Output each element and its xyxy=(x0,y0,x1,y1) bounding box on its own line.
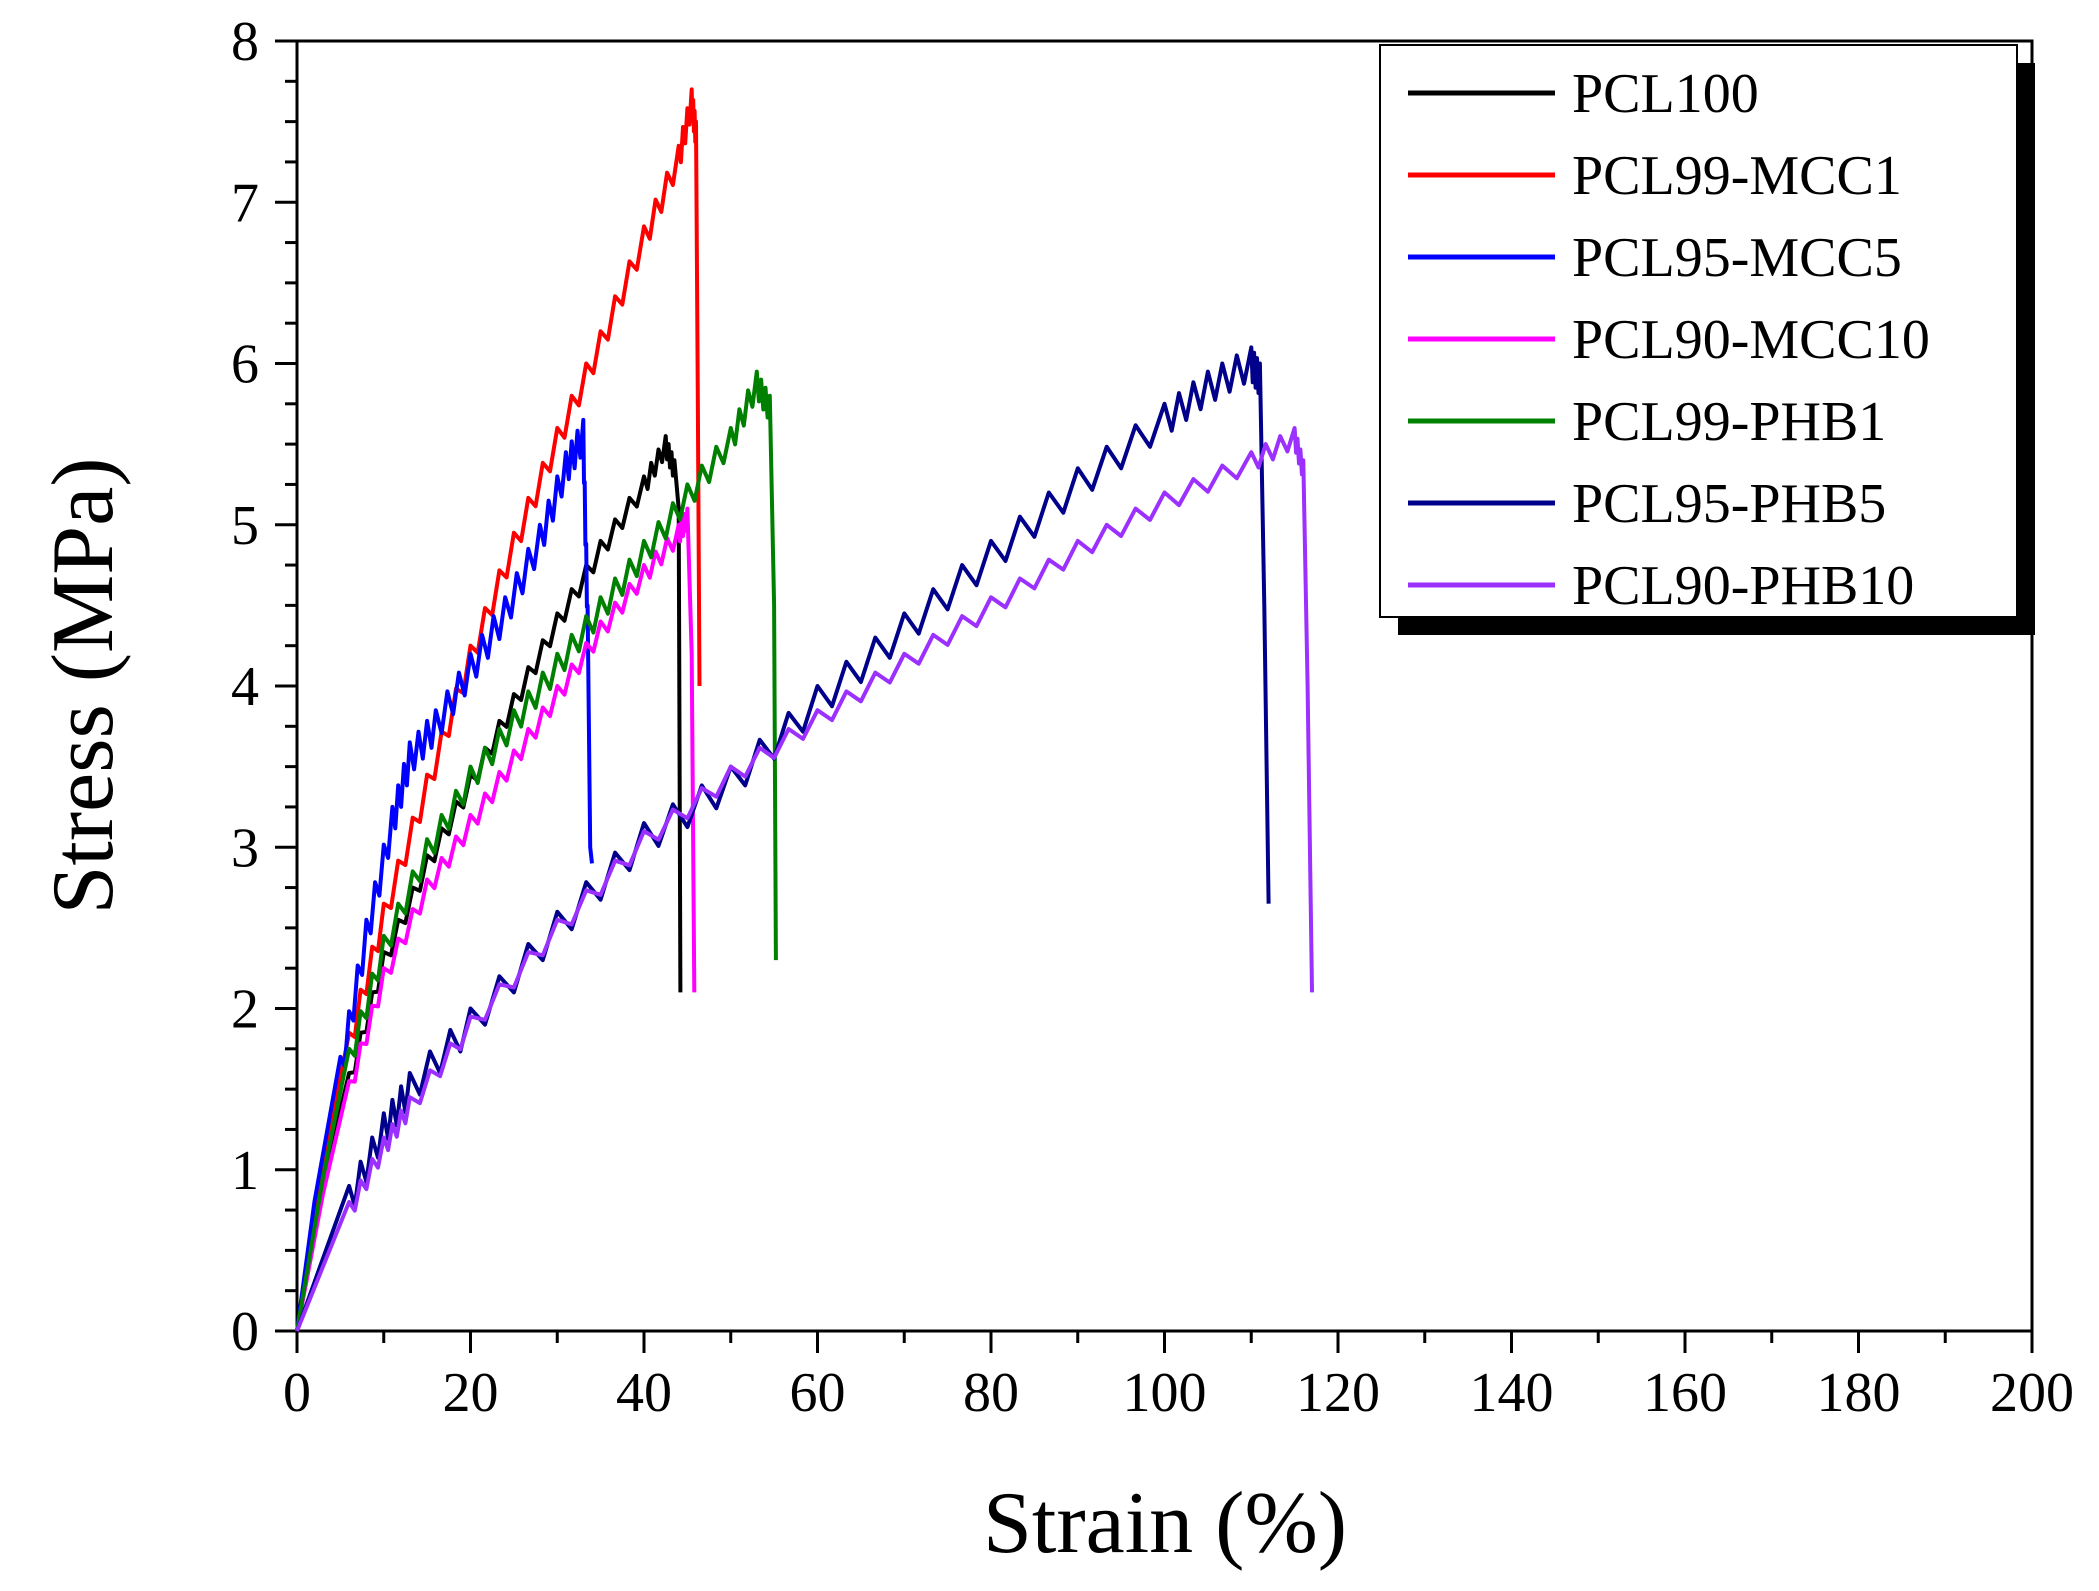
legend-label: PCL100 xyxy=(1572,63,1759,125)
y-axis-title: Stress (MPa) xyxy=(35,457,132,914)
x-tick-label: 20 xyxy=(443,1362,499,1424)
series-line-pcl90-mcc10 xyxy=(295,506,697,1332)
legend-label: PCL95-PHB5 xyxy=(1572,473,1886,535)
x-tick-label: 40 xyxy=(616,1362,672,1424)
y-tick-label: 1 xyxy=(231,1140,259,1202)
legend-label: PCL99-MCC1 xyxy=(1572,145,1902,207)
series-line-pcl99-phb1 xyxy=(295,369,778,1332)
x-tick-label: 60 xyxy=(790,1362,846,1424)
series-line-pcl95-mcc5 xyxy=(295,417,594,1332)
y-tick-label: 2 xyxy=(231,979,259,1041)
x-tick-label: 80 xyxy=(963,1362,1019,1424)
y-tick-label: 3 xyxy=(231,817,259,879)
axis-ticks: 0 20 40 60 80 100 120 140 160 180 200 0 1 2 3 4 5 6 7 8 xyxy=(231,11,2074,1424)
y-tick-label: 4 xyxy=(231,656,259,718)
series-line-pcl90-phb10 xyxy=(295,426,1314,1332)
y-tick-label: 5 xyxy=(231,495,259,557)
x-tick-label: 160 xyxy=(1643,1362,1727,1424)
x-tick-label: 0 xyxy=(283,1362,311,1424)
series-line-pcl99-mcc1 xyxy=(295,87,702,1332)
legend-label: PCL99-PHB1 xyxy=(1572,391,1886,453)
legend-items: PCL100 PCL99-MCC1 PCL95-MCC5 PCL90-MCC10 PCL… xyxy=(1408,63,1930,617)
legend-label: PCL90-PHB10 xyxy=(1572,555,1914,617)
x-tick-label: 100 xyxy=(1123,1362,1207,1424)
y-tick-label: 0 xyxy=(231,1301,259,1363)
x-tick-label: 180 xyxy=(1817,1362,1901,1424)
legend-box xyxy=(1379,44,2018,618)
legend-label: PCL90-MCC10 xyxy=(1572,309,1930,371)
x-tick-label: 120 xyxy=(1296,1362,1380,1424)
x-axis-title: Strain (%) xyxy=(983,1475,1347,1572)
series-lines xyxy=(295,87,1314,1332)
y-tick-label: 7 xyxy=(231,172,259,234)
y-tick-label: 6 xyxy=(231,334,259,396)
legend: PCL100 PCL99-MCC1 PCL95-MCC5 PCL90-MCC10 PCL… xyxy=(1379,44,2035,635)
series-line-pcl100 xyxy=(295,434,683,1332)
x-tick-label: 200 xyxy=(1990,1362,2074,1424)
x-tick-label: 140 xyxy=(1470,1362,1554,1424)
y-tick-label: 8 xyxy=(231,11,259,73)
legend-label: PCL95-MCC5 xyxy=(1572,227,1902,289)
series-line-pcl95-phb5 xyxy=(295,345,1271,1332)
